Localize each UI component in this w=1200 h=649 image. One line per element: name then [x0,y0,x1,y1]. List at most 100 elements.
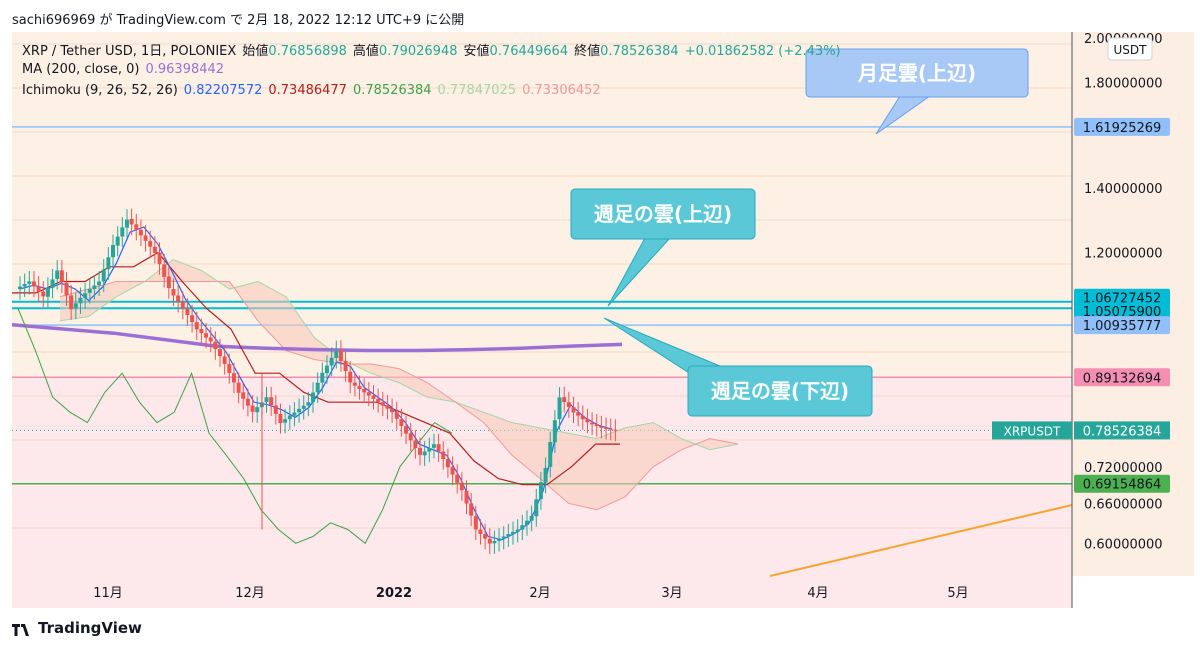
candle[interactable] [297,408,302,413]
candle[interactable] [199,329,204,334]
candle[interactable] [404,426,409,434]
candle[interactable] [287,415,292,420]
candle[interactable] [269,397,274,406]
candle[interactable] [101,269,106,282]
candle[interactable] [231,373,236,383]
candle[interactable] [41,291,46,297]
candle[interactable] [473,516,478,530]
candle[interactable] [22,284,27,287]
candle[interactable] [515,529,520,532]
candle[interactable] [497,538,502,541]
candle[interactable] [604,427,609,429]
candle[interactable] [87,288,92,293]
candle[interactable] [459,482,464,491]
candle[interactable] [380,402,385,406]
candle[interactable] [213,341,218,350]
candle[interactable] [329,357,334,366]
candle[interactable] [501,536,506,539]
candle[interactable] [436,444,441,452]
candle[interactable] [64,282,69,296]
candle[interactable] [97,281,102,286]
candle[interactable] [399,419,404,427]
candle[interactable] [204,333,209,338]
candle[interactable] [283,419,288,423]
candle[interactable] [408,433,413,441]
candle[interactable] [427,448,432,452]
candle[interactable] [608,428,613,430]
candle[interactable] [566,402,571,408]
candle[interactable] [594,424,599,427]
candle[interactable] [557,397,562,420]
candle[interactable] [441,451,446,460]
candle[interactable] [613,429,618,431]
candle[interactable] [348,371,353,383]
candle[interactable] [580,415,585,420]
candle[interactable] [250,405,255,412]
trend-line[interactable] [769,504,1073,577]
candle[interactable] [236,382,241,393]
candle[interactable] [55,270,60,279]
tradingview-logo[interactable]: TradingView [12,619,142,637]
candle[interactable] [180,301,185,309]
candle[interactable] [585,419,590,423]
candle[interactable] [152,246,157,253]
candle[interactable] [18,286,22,290]
candle[interactable] [227,363,232,373]
candle[interactable] [469,503,474,516]
candle[interactable] [390,408,395,413]
candle[interactable] [320,372,325,383]
candle[interactable] [36,286,41,292]
candle[interactable] [376,398,381,402]
candle[interactable] [143,235,148,241]
candle[interactable] [92,285,97,290]
candle[interactable] [45,287,50,297]
candle[interactable] [352,382,357,386]
candle[interactable] [171,289,176,296]
candle[interactable] [520,525,525,530]
candle[interactable] [478,529,483,534]
candle[interactable] [162,264,167,277]
candle[interactable] [273,405,278,414]
candle[interactable] [185,308,190,316]
candle[interactable] [362,389,367,393]
candle[interactable] [59,270,64,283]
candle[interactable] [543,467,548,483]
candle[interactable] [222,356,227,364]
candle[interactable] [487,538,492,544]
currency-badge[interactable] [1107,37,1153,61]
candle[interactable] [422,451,427,456]
candle[interactable] [418,447,422,455]
candle[interactable] [529,516,534,521]
candle[interactable] [576,412,581,416]
callout-monthly-cloud-top[interactable] [805,48,1029,98]
candle[interactable] [450,466,455,475]
candle[interactable] [208,337,213,342]
candle[interactable] [338,350,343,362]
candle[interactable] [106,257,111,270]
candle[interactable] [431,444,436,448]
candle[interactable] [129,218,134,225]
candle[interactable] [255,407,260,413]
candle[interactable] [334,351,339,358]
callout-weekly-cloud-top[interactable] [570,188,756,240]
candle[interactable] [599,426,604,428]
candle[interactable] [264,397,269,403]
candle[interactable] [590,422,595,425]
candle[interactable] [69,295,74,310]
candle[interactable] [548,442,553,467]
candle[interactable] [571,407,576,413]
candle[interactable] [492,540,497,544]
candle[interactable] [455,474,460,483]
candle[interactable] [138,229,143,236]
candle[interactable] [385,405,390,409]
candle[interactable] [524,520,529,526]
candle[interactable] [27,281,32,284]
candle[interactable] [166,276,171,289]
candle[interactable] [394,412,399,419]
candle[interactable] [343,360,348,372]
candle[interactable] [190,315,195,323]
candle[interactable] [552,420,557,443]
candle[interactable] [124,219,129,228]
candle[interactable] [413,440,418,449]
